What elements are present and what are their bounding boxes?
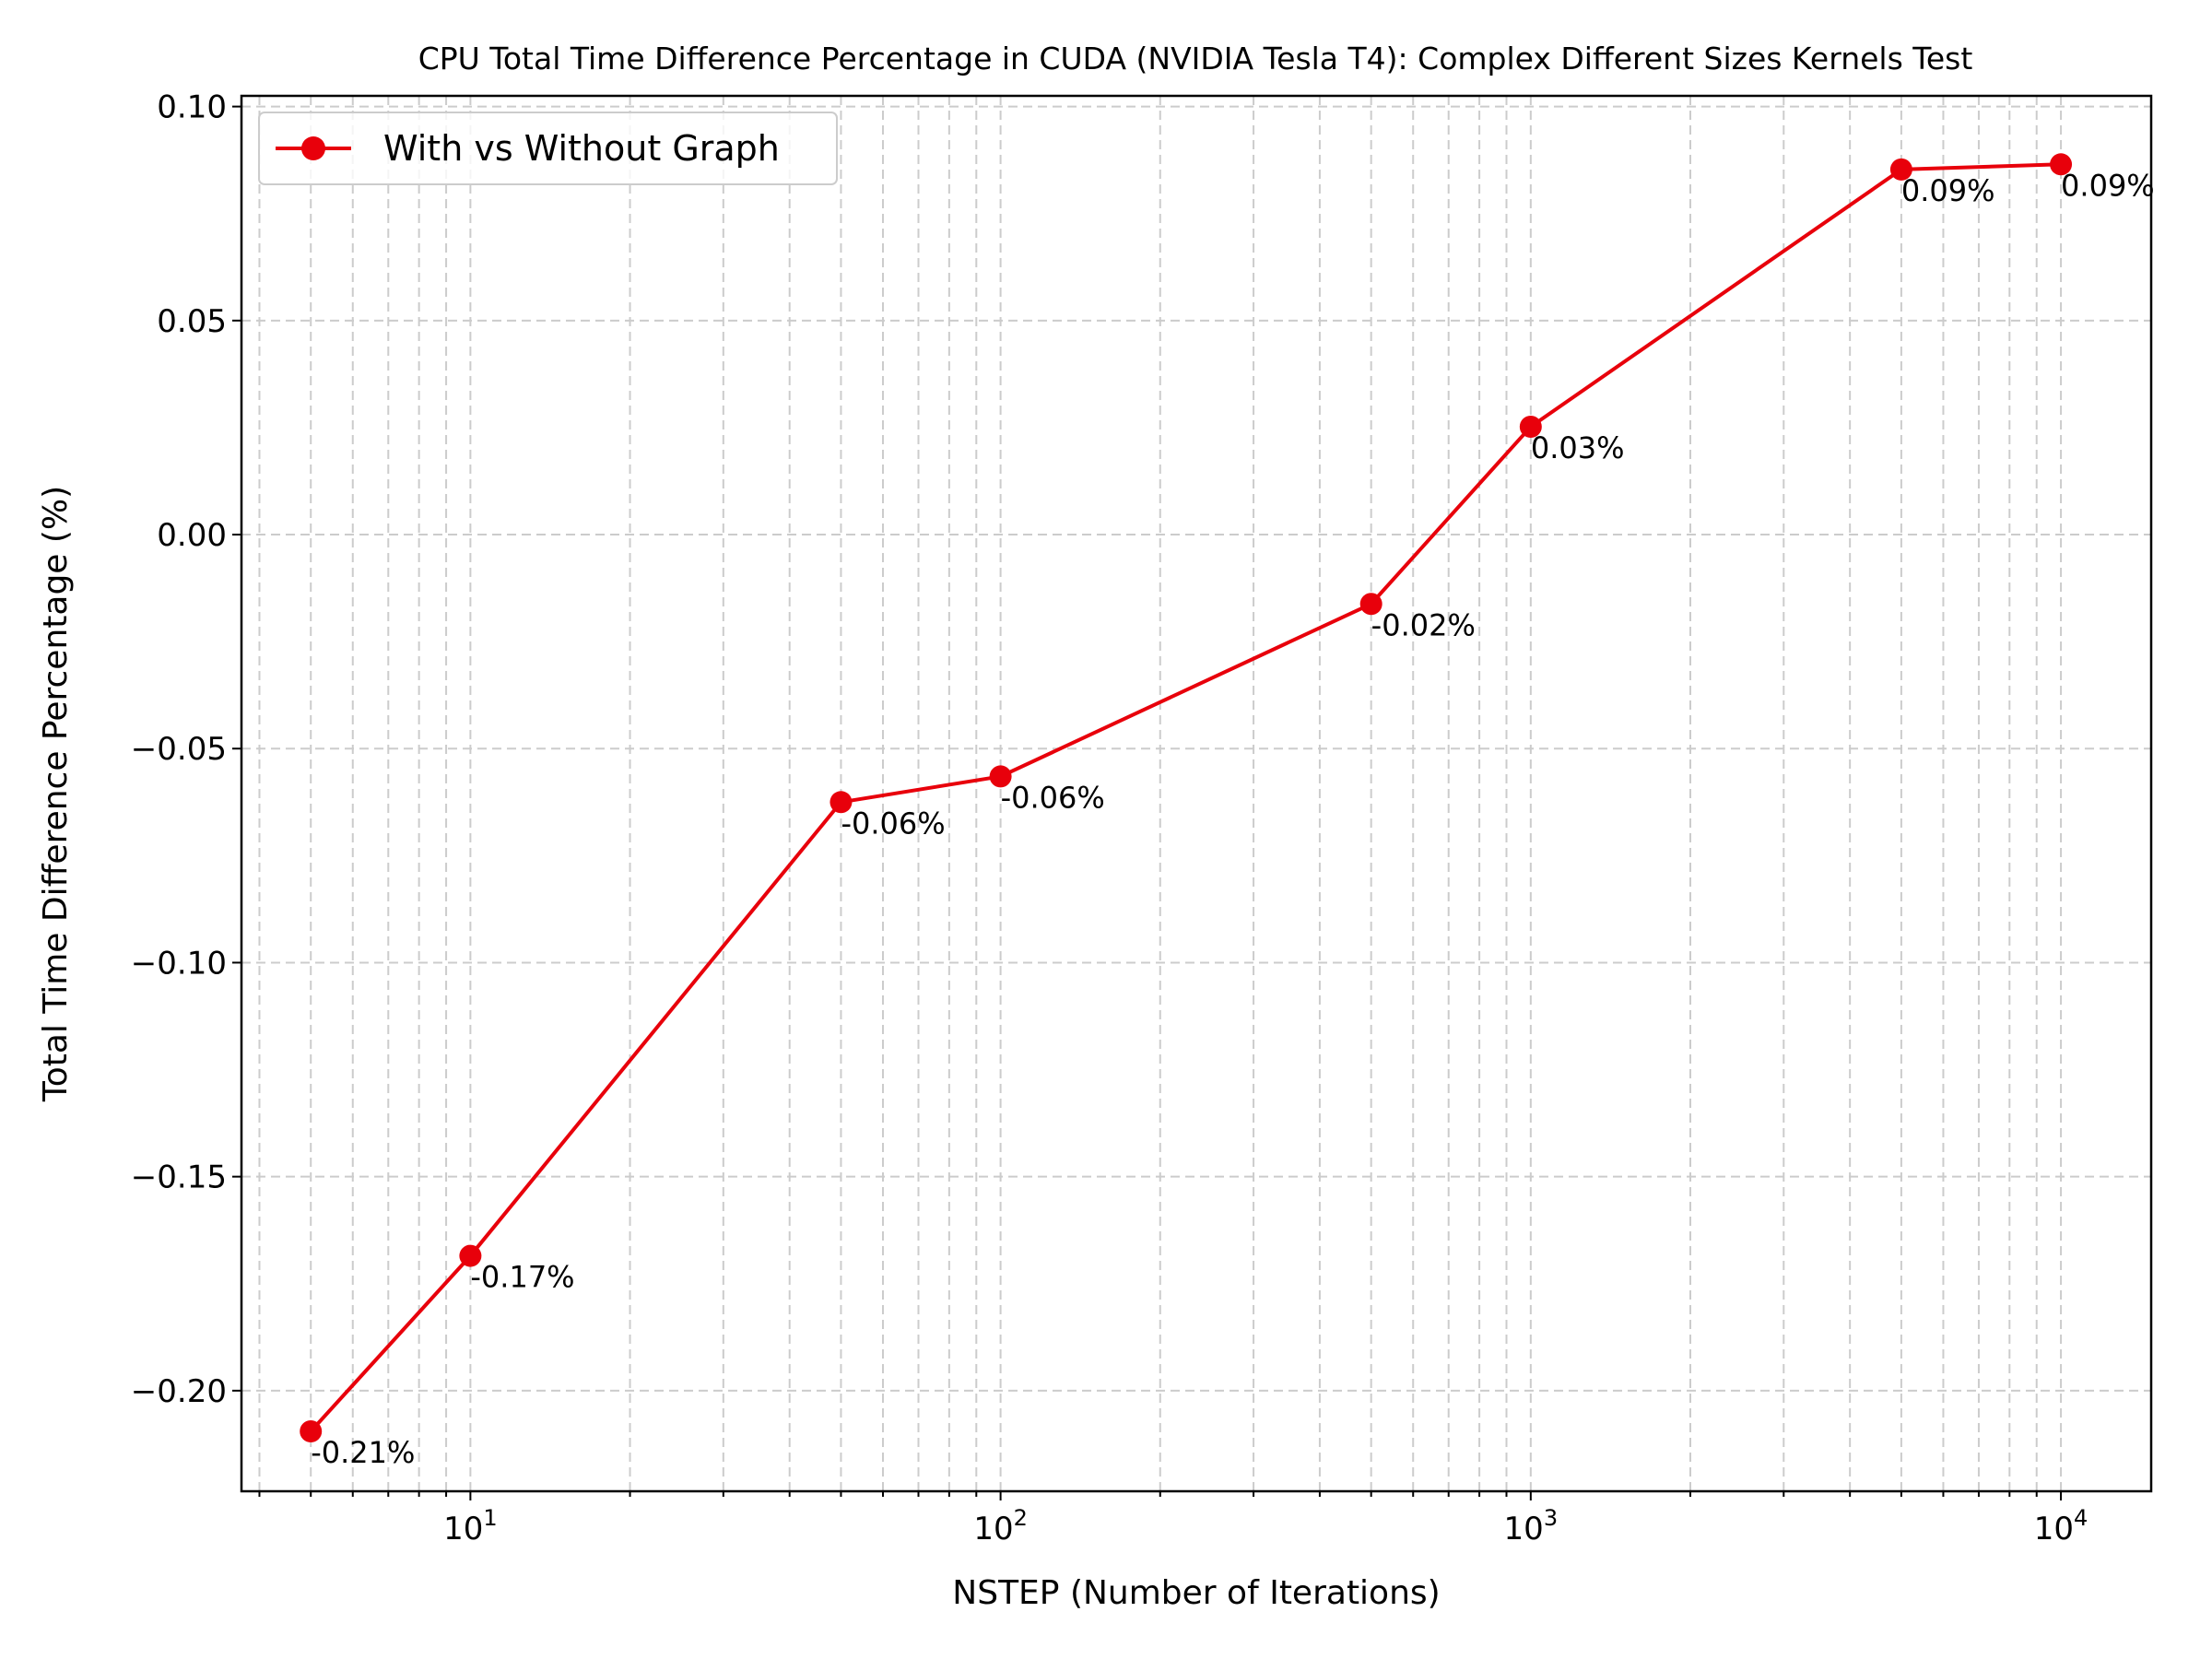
- data-label: -0.21%: [311, 1435, 415, 1470]
- legend-box: [258, 112, 838, 185]
- y-tick-label: 0.00: [157, 517, 227, 554]
- data-point: [1519, 415, 1542, 438]
- x-axis-label: NSTEP (Number of Iterations): [952, 1574, 1440, 1612]
- grid: [241, 96, 2151, 1491]
- series-line: [309, 162, 2062, 1433]
- data-label: 0.03%: [1531, 430, 1625, 465]
- data-point: [300, 1419, 323, 1442]
- data-point: [830, 791, 853, 814]
- data-point: [459, 1244, 482, 1267]
- data-point: [1889, 158, 1912, 181]
- data-label: -0.17%: [470, 1260, 574, 1295]
- y-tick-label: −0.20: [131, 1373, 227, 1410]
- y-tick-label: −0.15: [131, 1159, 227, 1196]
- legend: With vs Without Graph: [258, 112, 838, 185]
- data-label: -0.02%: [1371, 607, 1476, 642]
- x-tick-label: 102: [973, 1505, 1028, 1547]
- data-label: 0.09%: [1901, 173, 1995, 208]
- chart-title: CPU Total Time Difference Percentage in …: [418, 41, 1973, 76]
- plot-area: [240, 94, 2153, 1493]
- data-label: -0.06%: [841, 806, 945, 841]
- x-tick-label: 101: [443, 1505, 498, 1547]
- y-axis-label: Total Time Difference Percentage (%): [37, 486, 75, 1102]
- data-point: [989, 765, 1012, 788]
- axis-ticks: 101 102 103 104 0.10 0.05 0.00 −0.05 −0.10 −0.15 −…: [131, 89, 2088, 1547]
- data-point: [1359, 593, 1382, 616]
- data-label: -0.06%: [1001, 780, 1105, 815]
- legend-label: With vs Without Graph: [383, 128, 780, 169]
- data-label: 0.09%: [2061, 168, 2155, 203]
- y-tick-label: −0.05: [131, 731, 227, 768]
- x-tick-label: 104: [2034, 1505, 2088, 1547]
- y-tick-label: 0.10: [157, 89, 227, 126]
- y-tick-label: 0.05: [157, 303, 227, 340]
- series-with-vs-without-graph: [300, 153, 2073, 1442]
- data-point: [2050, 153, 2073, 176]
- legend-marker-swatch: [301, 136, 325, 160]
- y-tick-label: −0.10: [131, 945, 227, 982]
- x-tick-label: 103: [1504, 1505, 1559, 1547]
- data-labels: -0.21% -0.17% -0.06% -0.06% -0.02% 0.03% 0.09%…: [311, 168, 2154, 1470]
